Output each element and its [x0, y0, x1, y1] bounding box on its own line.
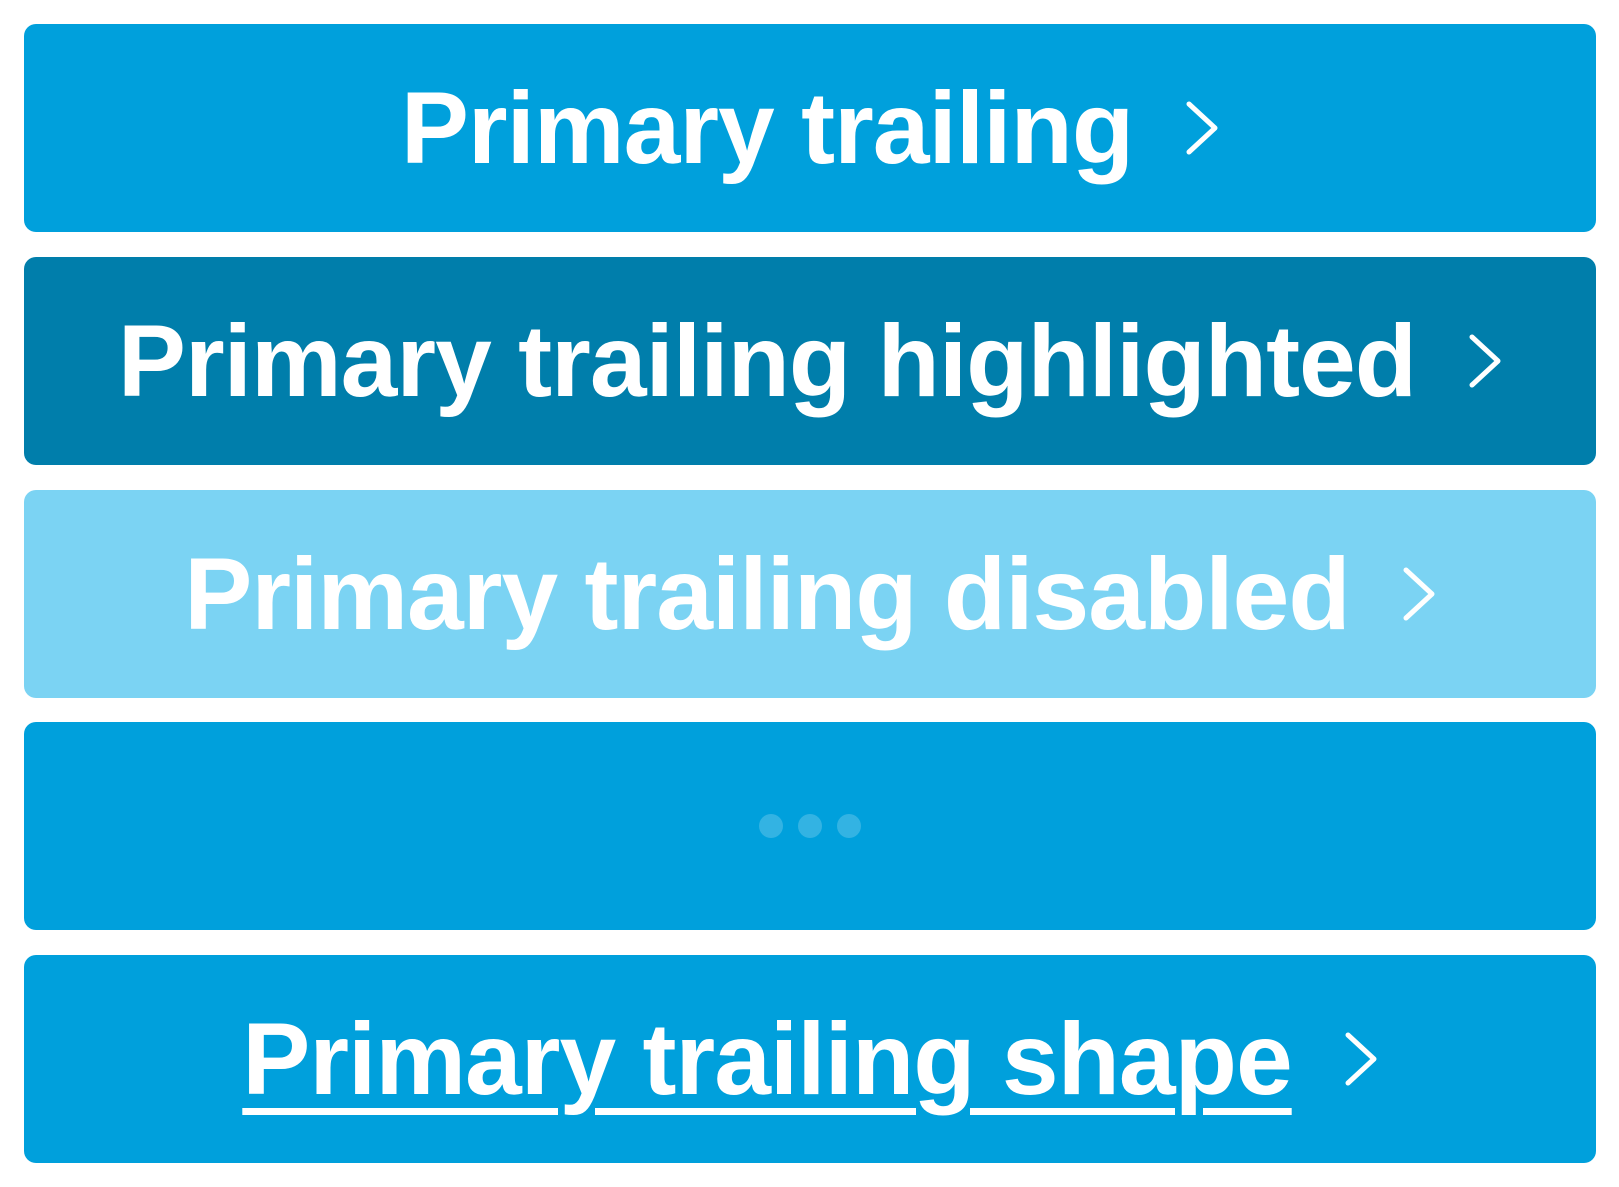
- primary-trailing-disabled-button: Primary trailing disabled: [24, 490, 1596, 698]
- loading-dot: [837, 814, 861, 838]
- loading-dot: [759, 814, 783, 838]
- loading-dot: [798, 814, 822, 838]
- button-label: Primary trailing shape: [242, 1002, 1292, 1116]
- button-label: Primary trailing disabled: [184, 537, 1350, 651]
- chevron-right-icon: [1468, 333, 1502, 389]
- chevron-right-icon: [1402, 566, 1436, 622]
- primary-trailing-button[interactable]: Primary trailing: [24, 24, 1596, 232]
- primary-trailing-shape-button[interactable]: Primary trailing shape: [24, 955, 1596, 1163]
- chevron-right-icon: [1185, 100, 1219, 156]
- primary-trailing-highlighted-button[interactable]: Primary trailing highlighted: [24, 257, 1596, 465]
- loading-dots-icon: [759, 814, 861, 838]
- primary-trailing-loading-button[interactable]: [24, 722, 1596, 930]
- chevron-right-icon: [1344, 1031, 1378, 1087]
- button-label: Primary trailing highlighted: [117, 304, 1417, 418]
- button-label: Primary trailing: [400, 71, 1134, 185]
